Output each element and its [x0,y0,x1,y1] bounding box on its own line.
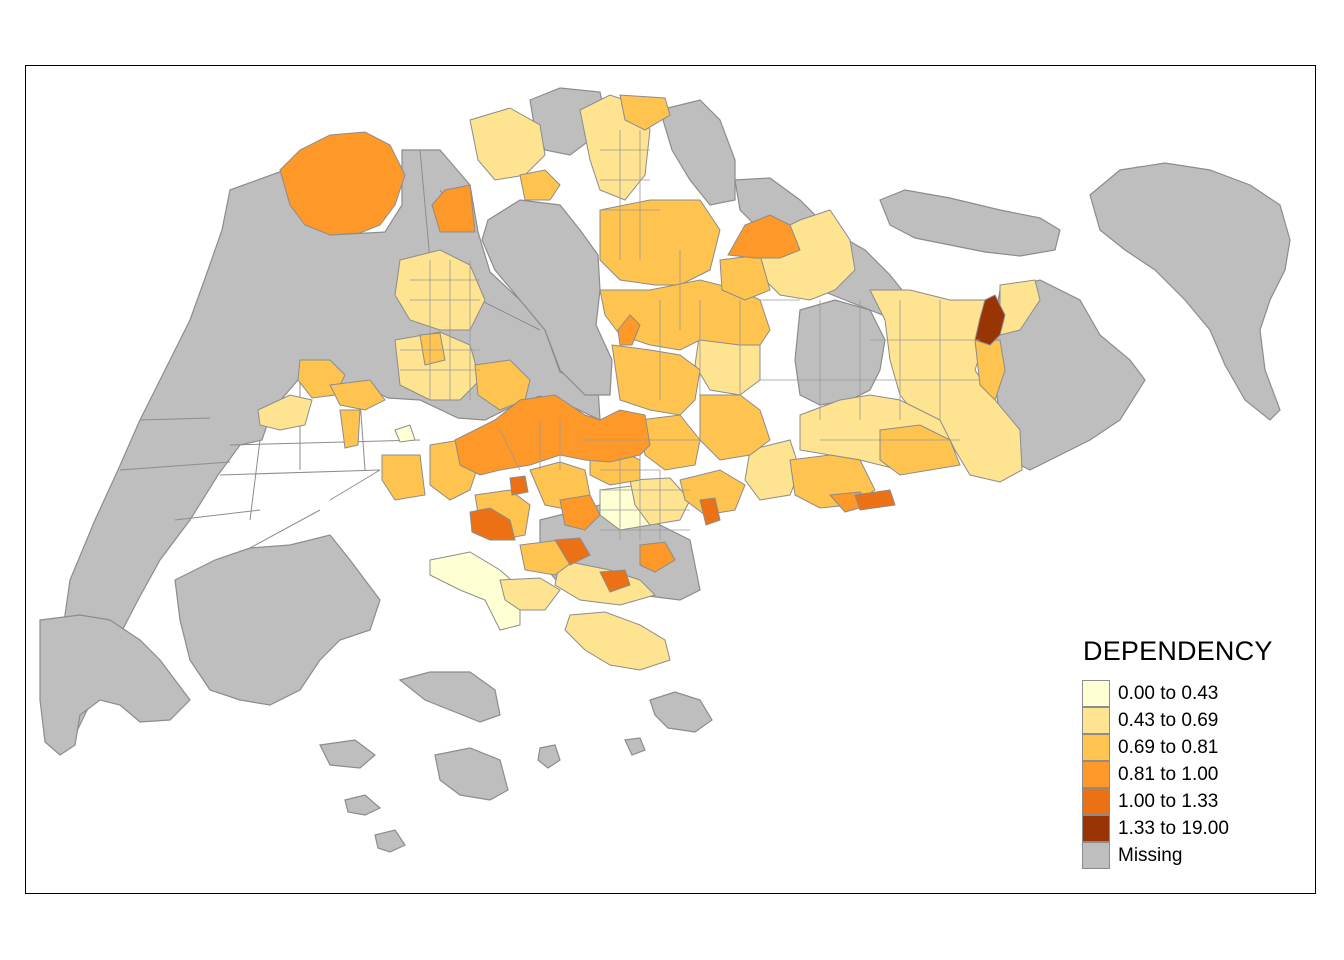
area-class-4 [431,184,476,233]
legend-swatch-3 [1082,734,1110,761]
legend-label-5: 1.00 to 1.33 [1118,790,1219,812]
area-class-4 [617,314,641,346]
area-class-3 [339,409,361,449]
area-class-5 [469,507,516,541]
area-class-6 [974,294,1006,346]
region-northeast [659,99,736,206]
legend-swatch-2 [1082,707,1110,734]
legend-row-3: 0.69 to 0.81 [1082,734,1312,761]
legend-label-2: 0.43 to 0.69 [1118,709,1219,731]
island-pulau-ubin [879,189,1061,257]
legend-label-7: Missing [1118,844,1183,866]
island-south-1 [398,671,501,723]
legend-label-3: 0.69 to 0.81 [1118,736,1219,758]
area-class-5 [554,537,591,566]
area-class-3 [679,469,746,516]
legend-row-5: 1.00 to 1.33 [1082,788,1312,815]
legend-label-1: 0.00 to 0.43 [1118,682,1219,704]
island-south-5 [374,829,406,853]
area-class-4 [454,394,651,476]
area-class-5 [854,489,896,511]
area-class-5 [699,497,721,526]
area-class-3 [519,169,561,201]
island-south-7 [537,744,561,769]
region-tuas [39,614,191,756]
area-class-2 [744,439,801,501]
region-jurong-island [174,534,381,706]
area-class-3 [699,394,771,461]
area-class-3 [619,94,671,131]
area-class-4 [559,494,601,531]
legend-swatch-6 [1082,815,1110,842]
island-south-4 [344,794,382,816]
area-class-2 [469,107,546,181]
legend-row-4: 0.81 to 1.00 [1082,761,1312,788]
area-class-1 [429,551,521,631]
area-class-4 [639,541,676,573]
legend-swatch-5 [1082,788,1110,815]
legend-row-6: 1.33 to 19.00 [1082,815,1312,842]
island-south-6 [649,691,713,733]
region-paya-lebar [794,299,886,406]
island-south-8 [624,737,646,756]
legend-row-2: 0.43 to 0.69 [1082,707,1312,734]
area-class-3 [639,414,701,471]
area-class-3 [329,379,386,411]
map-legend: DEPENDENCY 0.00 to 0.43 0.43 to 0.69 0.6… [1082,636,1312,869]
region-central-catchment [481,199,613,396]
area-class-2 [564,611,671,671]
area-class-3 [381,454,426,501]
data-areas [257,94,1041,671]
area-class-1 [394,424,416,443]
area-class-3 [419,332,446,366]
area-class-5 [599,569,631,593]
area-class-3 [599,199,721,286]
island-south-3 [319,739,376,769]
area-class-4 [727,214,801,259]
area-class-3 [974,339,1006,401]
legend-swatch-4 [1082,761,1110,788]
area-class-2 [499,577,561,611]
legend-row-7: Missing [1082,842,1312,869]
island-south-2 [434,747,509,801]
island-pulau-tekong [1089,162,1291,421]
legend-label-4: 0.81 to 1.00 [1118,763,1219,785]
legend-swatch-7 [1082,842,1110,869]
legend-label-6: 1.33 to 19.00 [1118,817,1229,839]
area-class-5 [509,475,529,496]
legend-row-1: 0.00 to 0.43 [1082,680,1312,707]
legend-swatch-1 [1082,680,1110,707]
area-class-3 [879,424,961,476]
area-class-3 [611,344,701,416]
legend-title: DEPENDENCY [1083,636,1273,666]
area-class-2 [257,394,313,431]
area-class-4 [279,131,406,236]
